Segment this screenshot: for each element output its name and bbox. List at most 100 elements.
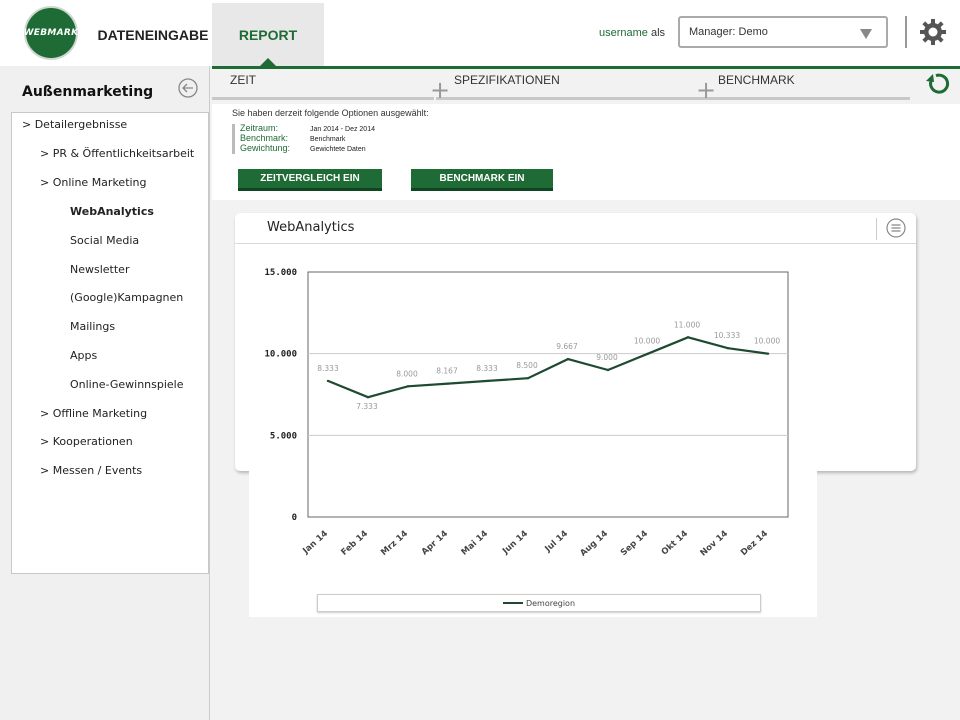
x-tick-label: Nov 14 [699,529,730,559]
data-point [606,368,610,372]
data-label: 8.333 [317,364,339,373]
data-point [726,347,730,350]
option-row: Zeitraum: Jan 2014 - Dez 2014 [240,123,375,133]
chart-panel: 0 5.000 10.000 15.000 Jan 14 Feb 14 Mrz 14 Apr … [249,262,817,617]
tab-benchmark[interactable]: BENCHMARK [700,70,910,100]
data-label: 8.167 [436,367,458,376]
card-title: WebAnalytics [267,220,355,235]
nav-report[interactable]: REPORT [212,3,324,66]
sidebar-item-online-marketing[interactable]: > Online Marketing [40,176,147,189]
accent-line [212,66,960,69]
sidebar-item-messen[interactable]: > Messen / Events [40,464,143,477]
data-point [446,382,450,385]
line-chart: 0 5.000 10.000 15.000 Jan 14 Feb 14 Mrz 14 Apr … [264,268,789,559]
data-point [366,396,370,399]
plot-area [307,271,789,518]
back-arrow-icon[interactable] [178,78,198,98]
option-key: Gewichtung: [240,143,291,153]
plus-icon: + [696,76,717,104]
data-label: 7.333 [356,402,378,411]
active-caret-icon [260,58,276,66]
logo-text: WEBMARK [23,28,79,38]
plus-icon: + [430,76,451,104]
sidebar-item-webanalytics[interactable]: WebAnalytics [70,205,154,218]
sidebar-item-newsletter[interactable]: Newsletter [70,263,130,276]
sidebar-item-offline-marketing[interactable]: > Offline Marketing [40,407,148,420]
x-tick-label: Mai 14 [460,529,490,558]
data-label: 10.333 [714,331,740,340]
sidebar-item-kooperationen[interactable]: > Kooperationen [40,435,133,448]
x-tick-label: Apr 14 [420,529,450,558]
data-label: 8.333 [476,364,498,373]
data-point [566,357,570,361]
nav-dateneingabe[interactable]: DATENEINGABE [97,26,209,43]
sidebar-item-mailings[interactable]: Mailings [70,320,116,333]
options-bar [232,124,235,154]
user-label: username als [599,27,665,39]
legend-label: Demoregion [525,598,576,608]
username-text: username [599,27,648,39]
refresh-icon[interactable] [924,70,952,98]
dropdown-arrow-icon [860,29,872,39]
data-label: 9.667 [556,342,578,351]
sidebar-item-detailergebnisse[interactable]: > Detailergebnisse [22,118,128,131]
options-heading: Sie haben derzeit folgende Optionen ausg… [232,108,429,118]
x-tick-label: Jun 14 [500,529,530,557]
data-point [766,352,770,355]
data-point [326,379,330,383]
data-label: 11.000 [674,320,700,329]
menu-lines-icon[interactable] [886,218,906,238]
tab-spezifikationen[interactable]: SPEZIFIKATIONEN [436,70,700,100]
gear-icon[interactable] [917,16,949,48]
sidebar-menu: > Detailergebnisse > PR & Öffentlichkeit… [11,112,209,574]
card-vdivider [876,218,877,240]
options-panel: Sie haben derzeit folgende Optionen ausg… [212,104,960,200]
x-tick-label: Jul 14 [543,529,571,555]
series-line [327,336,769,399]
option-row: Benchmark: Benchmark [240,133,345,143]
option-value: Benchmark [310,136,346,143]
benchmark-button[interactable]: BENCHMARK EIN [411,169,553,191]
nav-report-label: REPORT [238,26,298,43]
tab-zeit[interactable]: ZEIT [212,70,434,100]
manager-select[interactable]: Manager: Demo [678,16,888,48]
x-tick-label: Dez 14 [739,529,770,558]
y-tick-label: 10.000 [264,350,297,360]
data-label: 8.000 [396,369,418,378]
manager-select-value: Manager: Demo [689,26,768,38]
divider [905,16,907,48]
sidebar-item-pr[interactable]: > PR & Öffentlichkeitsarbeit [40,147,195,160]
data-label: 8.500 [516,361,538,370]
option-value: Jan 2014 - Dez 2014 [310,126,375,133]
data-label: 10.000 [754,337,780,346]
sidebar-item-social-media[interactable]: Social Media [70,234,140,247]
data-point [406,385,410,388]
webmark-logo[interactable]: WEBMARK [24,6,78,60]
option-key: Benchmark: [240,133,289,143]
x-tick-label: Okt 14 [660,529,690,558]
sidebar-item-apps[interactable]: Apps [70,349,98,362]
x-tick-label: Mrz 14 [379,529,410,558]
option-value: Gewichtete Daten [310,146,366,153]
x-tick-label: Sep 14 [619,529,650,558]
chart-legend: Demoregion [317,594,761,612]
card-divider [235,243,916,244]
data-point [486,379,490,383]
data-label: 9.000 [596,353,618,362]
data-point [646,352,650,355]
zeitvergleich-button[interactable]: ZEITVERGLEICH EIN [238,169,382,191]
option-row: Gewichtung: Gewichtete Daten [240,143,366,153]
y-tick-label: 0 [292,513,297,523]
y-tick-label: 15.000 [264,268,297,278]
sidebar-title: Außenmarketing [22,84,154,100]
sidebar-item-gewinnspiele[interactable]: Online-Gewinnspiele [70,378,184,391]
data-point [686,336,690,339]
sidebar: Außenmarketing > Detailergebnisse > PR &… [0,66,210,720]
legend-swatch [502,602,523,604]
x-tick-label: Jan 14 [300,529,330,557]
sidebar-item-kampagnen[interactable]: (Google)Kampagnen [70,291,184,304]
y-tick-label: 5.000 [270,431,297,441]
filter-tabs: ZEIT SPEZIFIKATIONEN BENCHMARK + + [212,70,910,102]
x-tick-label: Feb 14 [339,529,370,558]
username-suffix: als [650,27,666,39]
